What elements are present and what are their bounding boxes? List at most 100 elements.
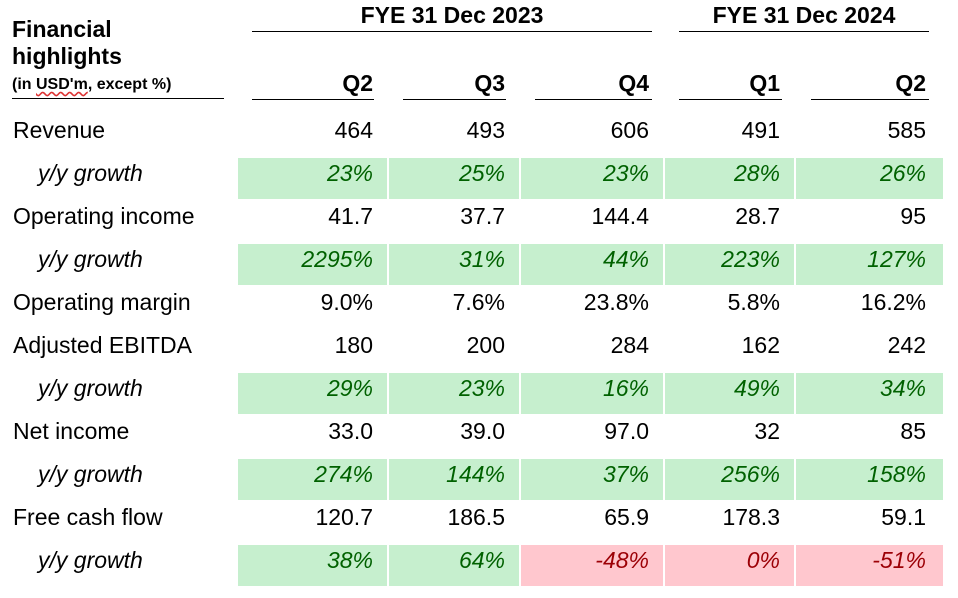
metric-value: 284 [610,332,649,358]
metric-value: 180 [334,332,373,358]
growth-value: 223% [721,246,780,272]
growth-value: 29% [326,375,373,401]
growth-cell-fill [238,373,387,414]
metric-value: 41.7 [328,203,373,229]
metric-value: 59.1 [881,504,926,530]
growth-cell-fill [238,158,387,199]
metric-value: 32 [754,418,780,444]
metric-value: 178.3 [722,504,780,530]
growth-cell-fill [796,373,943,414]
growth-value: 38% [326,547,373,573]
metric-value: 23.8% [583,289,649,315]
growth-value: 256% [721,461,780,487]
growth-value: 64% [458,547,505,573]
growth-value: 28% [733,160,780,186]
metric-row-label: Adjusted EBITDA [13,332,192,358]
period-header-2024: FYE 31 Dec 2024 [712,2,896,28]
growth-row-label: y/y growth [38,246,143,272]
growth-value: 49% [733,375,780,401]
growth-value: 2295% [301,246,373,272]
period-rule-2024 [679,31,929,32]
metric-value: 120.7 [315,504,373,530]
growth-value: 23% [458,375,505,401]
metric-value: 16.2% [860,289,926,315]
metric-value: 242 [887,332,926,358]
metric-row-label: Free cash flow [13,504,163,530]
table-title: Financial highlights [12,16,122,69]
growth-cell-fill [521,459,663,500]
metric-value: 585 [887,117,926,143]
metric-value: 97.0 [604,418,649,444]
metric-row-label: Net income [13,418,130,444]
growth-cell-fill [389,158,519,199]
quarter-header-2023-q4: Q4 [618,70,649,96]
metric-value: 37.7 [460,203,505,229]
growth-cell-fill [665,545,794,586]
quarter-rule [535,99,652,100]
quarter-rule [679,99,782,100]
quarter-header-2024-q1: Q1 [749,70,780,96]
metric-value: 33.0 [328,418,373,444]
quarter-rule [403,99,506,100]
metric-value: 186.5 [447,504,505,530]
growth-value: 26% [879,160,926,186]
metric-value: 5.8% [727,289,780,315]
growth-cell-fill [238,459,387,500]
metric-value: 144.4 [591,203,649,229]
metric-row-label: Operating margin [13,289,191,315]
growth-value: 158% [867,461,926,487]
period-rule-2023 [252,31,652,32]
metric-value: 95 [900,203,926,229]
growth-cell-fill [521,373,663,414]
metric-value: 162 [741,332,780,358]
growth-value: 31% [458,246,505,272]
growth-row-label: y/y growth [38,547,143,573]
metric-row-label: Operating income [13,203,195,229]
metric-value: 39.0 [460,418,505,444]
growth-cell-fill [665,373,794,414]
growth-value: 127% [867,246,926,272]
growth-value: 16% [602,375,649,401]
title-underline [12,98,224,99]
metric-value: 28.7 [735,203,780,229]
growth-value: 25% [458,160,505,186]
growth-cell-fill [796,244,943,285]
growth-value: 144% [446,461,505,487]
metric-value: 7.6% [452,289,505,315]
growth-cell-fill [238,244,387,285]
quarter-header-2023-q2: Q2 [342,70,373,96]
growth-cell-fill [238,545,387,586]
growth-value: 37% [602,461,649,487]
growth-cell-fill [521,545,663,586]
growth-cell-fill [796,158,943,199]
metric-value: 9.0% [320,289,373,315]
metric-value: 200 [466,332,505,358]
metric-value: 493 [466,117,505,143]
subtitle-text: (in USD'm, except %) [12,76,172,93]
growth-value: 44% [602,246,649,272]
growth-row-label: y/y growth [38,375,143,401]
metric-value: 491 [741,117,780,143]
metric-value: 85 [900,418,926,444]
growth-value: -51% [872,547,926,573]
growth-cell-fill [665,459,794,500]
growth-value: 23% [602,160,649,186]
growth-cell-fill [389,244,519,285]
quarter-header-2023-q3: Q3 [474,70,505,96]
growth-value: 0% [746,547,780,573]
quarter-rule [811,99,929,100]
growth-value: 274% [314,461,373,487]
growth-value: -48% [595,547,649,573]
period-header-2023: FYE 31 Dec 2023 [360,2,544,28]
metric-value: 464 [334,117,373,143]
growth-cell-fill [796,459,943,500]
growth-cell-fill [389,545,519,586]
growth-cell-fill [665,158,794,199]
quarter-header-2024-q2: Q2 [895,70,926,96]
metric-value: 65.9 [604,504,649,530]
metric-value: 606 [610,117,649,143]
growth-cell-fill [389,373,519,414]
growth-cell-fill [521,158,663,199]
growth-cell-fill [389,459,519,500]
growth-row-label: y/y growth [38,160,143,186]
